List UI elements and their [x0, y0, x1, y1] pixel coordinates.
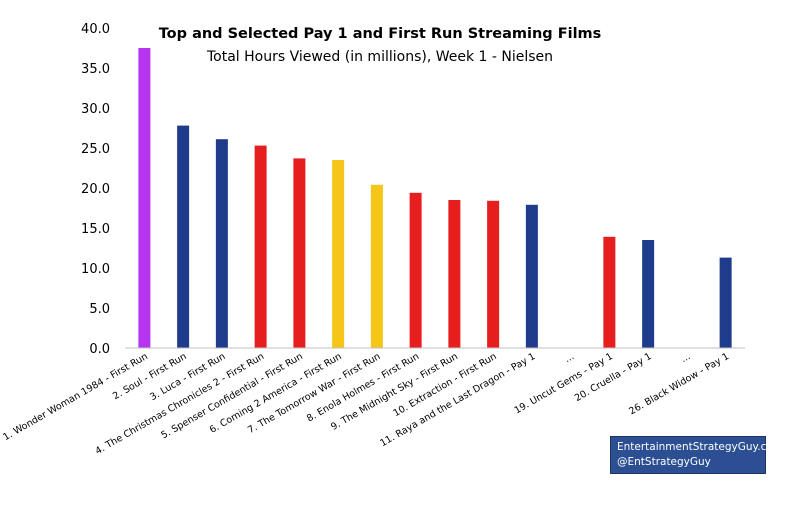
- bar: [603, 236, 616, 348]
- bar: [332, 160, 345, 348]
- y-tick-label: 10.0: [81, 262, 110, 277]
- bar: [487, 200, 500, 348]
- bar: [177, 125, 190, 348]
- bar: [254, 145, 267, 348]
- x-tick-label: ...: [679, 351, 692, 365]
- bar: [719, 257, 732, 348]
- y-tick-label: 25.0: [81, 142, 110, 157]
- y-tick-label: 40.0: [81, 22, 110, 37]
- y-tick-label: 30.0: [81, 102, 110, 117]
- y-tick-label: 0.0: [89, 342, 110, 357]
- credit-handle: @EntStrategyGuy: [617, 456, 711, 468]
- bar: [293, 158, 306, 348]
- bars: [138, 48, 732, 348]
- bar: [138, 48, 151, 348]
- y-tick-label: 20.0: [81, 182, 110, 197]
- credit-box: EntertainmentStrategyGuy.com @EntStrateg…: [610, 436, 784, 474]
- chart-subtitle: Total Hours Viewed (in millions), Week 1…: [206, 49, 553, 65]
- y-axis: 0.0 5.0 10.0 15.0 20.0 25.0 30.0 35.0 40.0: [81, 22, 110, 357]
- bar: [525, 204, 538, 348]
- chart-title: Top and Selected Pay 1 and First Run Str…: [159, 26, 602, 42]
- bar: [215, 139, 228, 348]
- bar: [409, 192, 422, 348]
- y-tick-label: 35.0: [81, 62, 110, 77]
- x-tick-label: ...: [563, 351, 576, 365]
- bar: [642, 240, 655, 348]
- bar: [370, 184, 383, 348]
- credit-website: EntertainmentStrategyGuy.com: [617, 441, 784, 453]
- y-tick-label: 5.0: [89, 302, 110, 317]
- y-tick-label: 15.0: [81, 222, 110, 237]
- bar: [448, 200, 461, 348]
